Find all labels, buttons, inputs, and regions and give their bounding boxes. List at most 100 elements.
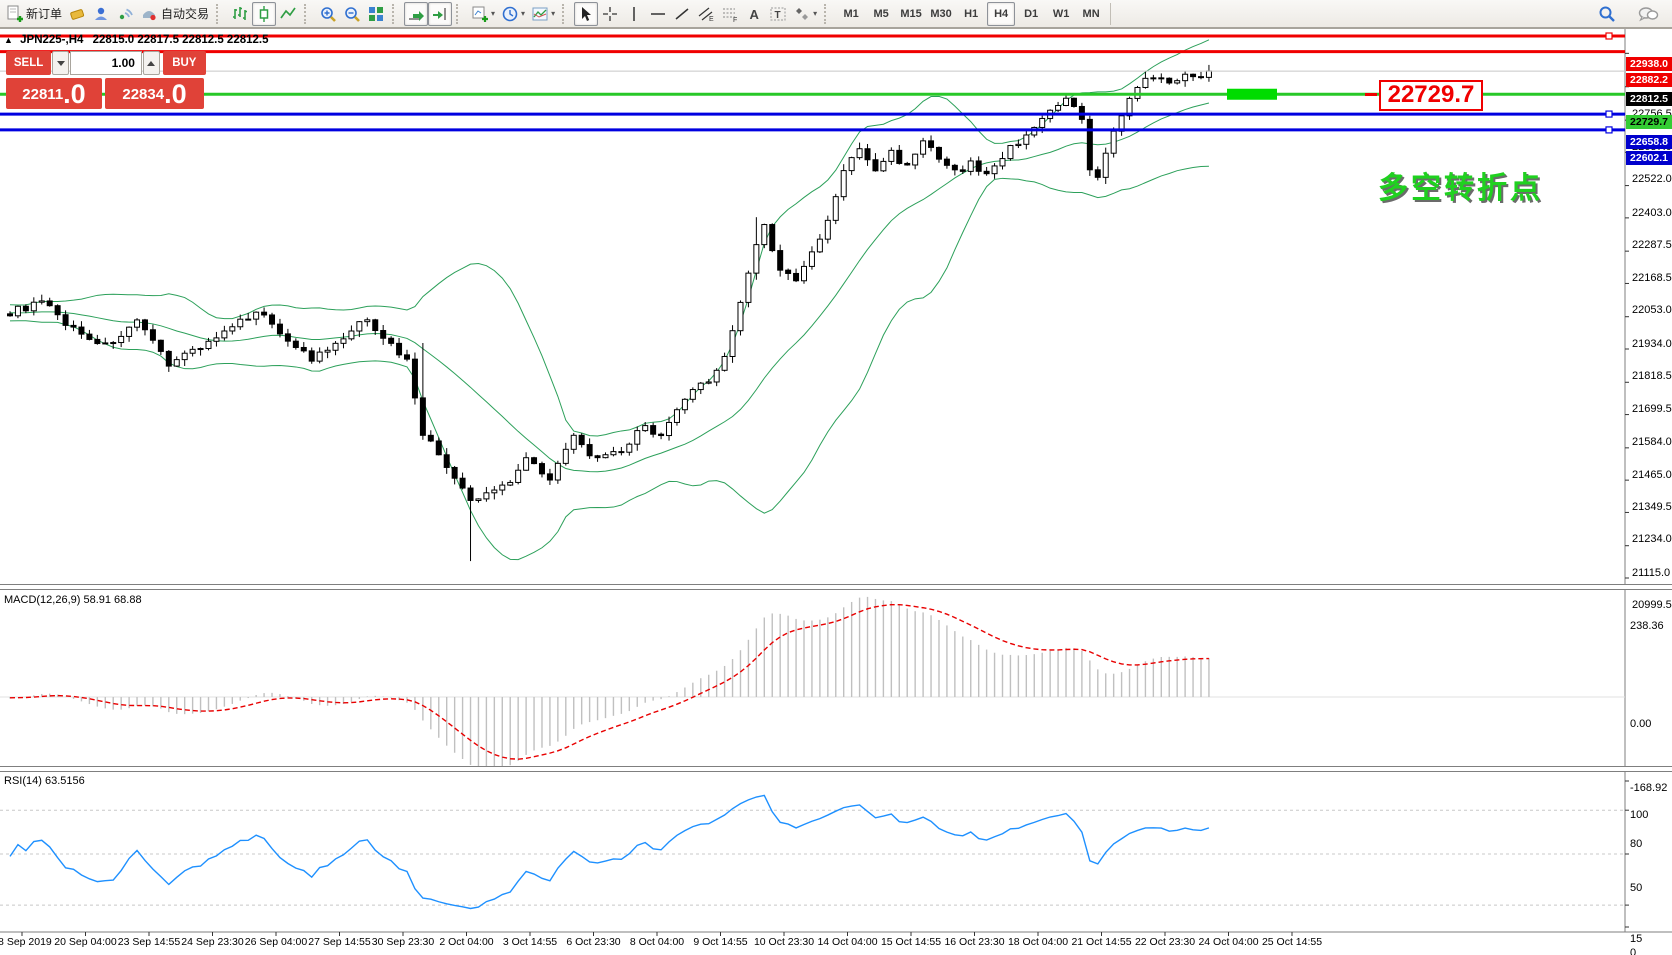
candle-body xyxy=(157,339,164,352)
line-endpoint-marker[interactable] xyxy=(1605,126,1613,134)
macd-min-label: -168.92 xyxy=(1630,782,1668,794)
collapse-triangle-icon[interactable]: ▲ xyxy=(4,35,13,45)
pane-separator-rsi[interactable] xyxy=(0,766,1672,772)
trendline-button[interactable] xyxy=(670,2,694,26)
candle-body xyxy=(404,354,410,360)
candle-body xyxy=(356,321,363,332)
auto-trading-button[interactable]: 自动交易 xyxy=(137,2,212,26)
line-endpoint-marker[interactable] xyxy=(1605,110,1613,118)
candlestick-button[interactable] xyxy=(252,1,277,26)
time-axis-label: 18 Sep 2019 xyxy=(0,936,52,948)
rsi-level-label: 0 xyxy=(1630,947,1637,955)
candle-body xyxy=(642,425,649,432)
candle-body xyxy=(1158,77,1165,80)
y-axis-tick: 21699.5 xyxy=(1632,403,1672,416)
candle-body xyxy=(102,342,109,345)
candle-body xyxy=(237,318,244,328)
profile-button[interactable] xyxy=(65,2,89,26)
y-axis-tick: 21818.5 xyxy=(1632,370,1672,382)
arrows-button[interactable]: ▾ xyxy=(790,2,820,26)
horizontal-line-button[interactable] xyxy=(646,2,670,26)
zoom-in-button[interactable] xyxy=(316,2,340,26)
y-axis-tick: 21115.0 xyxy=(1632,566,1671,579)
chat-button[interactable] xyxy=(1634,2,1662,26)
candle-body xyxy=(991,165,998,175)
zoom-out-button[interactable] xyxy=(340,2,364,26)
templates-icon xyxy=(531,5,549,23)
timeframe-w1-button[interactable]: W1 xyxy=(1052,7,1070,20)
sell-price-int: 22811 xyxy=(22,86,64,103)
candlestick-series xyxy=(7,64,1212,562)
line-chart-button[interactable] xyxy=(276,2,300,26)
candle-body xyxy=(586,444,593,457)
new-order-button[interactable]: 新订单 xyxy=(2,2,65,26)
y-axis-tick: 21465.0 xyxy=(1632,468,1672,481)
buy-button[interactable]: BUY xyxy=(162,51,206,75)
toolbar-right-group xyxy=(1580,2,1662,26)
candle-body xyxy=(126,326,133,337)
price-level-label[interactable]: 22812.5 xyxy=(1626,92,1672,107)
price-flag-label[interactable]: 22729.7 xyxy=(1379,80,1483,111)
profile-icon xyxy=(68,5,86,23)
candle-body xyxy=(411,358,418,399)
timeframe-m5-button[interactable]: M5 xyxy=(873,7,889,20)
equidistant-channel-icon: E xyxy=(697,5,715,23)
buy-price-tile[interactable]: 22834.0 xyxy=(105,78,204,109)
text-label-button[interactable]: T xyxy=(766,2,790,26)
toolbar-separator xyxy=(824,3,833,24)
vertical-line-button[interactable] xyxy=(622,2,646,26)
periods-button[interactable]: ▾ xyxy=(498,2,528,26)
timeframe-h1-button[interactable]: H1 xyxy=(964,7,979,20)
candle-body xyxy=(419,397,426,436)
market-button[interactable] xyxy=(89,2,113,26)
price-level-label[interactable]: 22729.7 xyxy=(1626,115,1672,130)
green-highlight-bar[interactable] xyxy=(1227,88,1277,100)
equidistant-channel-button[interactable]: E xyxy=(694,2,718,26)
line-endpoint-marker[interactable] xyxy=(1605,32,1613,40)
timeframe-m30-button[interactable]: M30 xyxy=(930,7,952,20)
auto-scroll-button[interactable] xyxy=(404,1,429,26)
bar-chart-button[interactable] xyxy=(228,2,252,26)
sell-price-tile[interactable]: 22811.0 xyxy=(6,78,102,109)
time-axis-label: 10 Oct 23:30 xyxy=(753,936,815,948)
chart-shift-button[interactable] xyxy=(428,1,453,26)
candle-body xyxy=(491,489,498,494)
timeframe-m15-button[interactable]: M15 xyxy=(900,7,922,20)
pane-separator-macd[interactable] xyxy=(0,584,1672,590)
text-button[interactable]: A xyxy=(742,2,766,26)
price-level-label[interactable]: 22658.8 xyxy=(1626,135,1672,150)
candle-body xyxy=(896,149,903,164)
price-level-label[interactable]: 22882.2 xyxy=(1626,72,1672,87)
candle-body xyxy=(935,146,942,160)
candle-body xyxy=(554,462,561,481)
chart-text-annotation[interactable]: 多空转折点 xyxy=(1378,172,1543,205)
search-button[interactable] xyxy=(1594,2,1620,26)
volume-decrease-button[interactable] xyxy=(52,51,69,75)
price-level-label[interactable]: 22938.0 xyxy=(1626,57,1672,71)
document-plus-icon xyxy=(5,5,23,23)
price-level-label[interactable]: 22602.1 xyxy=(1626,150,1672,165)
timeframe-mn-button[interactable]: MN xyxy=(1082,7,1100,20)
timeframe-d1-button[interactable]: D1 xyxy=(1024,7,1039,20)
candle-body xyxy=(745,272,752,303)
candle-body xyxy=(967,160,974,172)
candle-body xyxy=(1007,145,1014,160)
volume-input[interactable] xyxy=(69,51,142,75)
candle-body xyxy=(221,330,228,339)
templates-button[interactable]: ▾ xyxy=(528,2,558,26)
tile-windows-button[interactable] xyxy=(364,2,388,26)
sell-button[interactable]: SELL xyxy=(6,51,52,75)
signals-button[interactable] xyxy=(113,2,137,26)
crosshair-button[interactable] xyxy=(598,2,622,26)
candle-body xyxy=(372,319,379,332)
timeframe-h4-button[interactable]: H4 xyxy=(987,1,1016,26)
volume-increase-button[interactable] xyxy=(142,51,160,75)
fibonacci-button[interactable]: F xyxy=(718,2,742,26)
timeframe-m1-button[interactable]: M1 xyxy=(843,7,859,20)
candle-body xyxy=(1039,117,1046,128)
chat-icon xyxy=(1637,4,1659,24)
chart-title: ▲ JPN225-,H4 22815.0 22817.5 22812.5 228… xyxy=(4,34,269,46)
cursor-button[interactable] xyxy=(574,1,599,26)
new-chart-button[interactable]: ▾ xyxy=(468,2,498,26)
candle-body xyxy=(801,265,807,282)
